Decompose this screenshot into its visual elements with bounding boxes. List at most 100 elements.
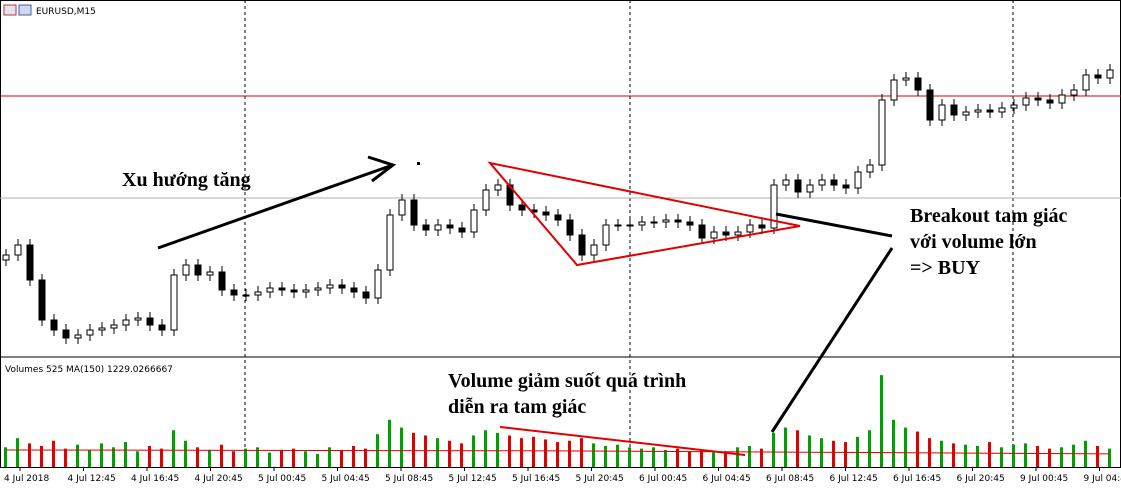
volume-bar [1060,447,1063,467]
frame [0,0,1121,468]
candle-body [746,224,754,233]
candle-body [998,107,1006,113]
volume-bar [292,448,295,467]
volume-bar [64,448,67,467]
chart-icon [3,4,17,16]
x-tick-label: 5 Jul 12:45 [449,474,497,484]
volume-bar [112,447,115,467]
candle-body [602,224,610,246]
volume-bar [544,439,547,467]
volume-bar [208,449,211,467]
volume-bar [484,430,487,467]
volume-bar [304,451,307,467]
candle-body [962,111,970,116]
candle-body [398,199,406,216]
volume-bar [772,432,775,467]
x-tick-label: 5 Jul 20:45 [576,474,624,484]
volume-bar [532,436,535,467]
candle-body [890,79,898,101]
candle-body [830,179,838,186]
volume-bar [940,440,943,467]
candle-body [302,289,310,293]
candle-body [674,219,682,223]
x-tick-label: 5 Jul 04:45 [322,474,370,484]
x-tick-label: 4 Jul 12:45 [68,474,116,484]
candle-body [590,244,598,256]
volume-bar [700,449,703,467]
x-tick-label: 6 Jul 00:45 [639,474,687,484]
volume-bar [472,435,475,467]
candle-body [926,89,934,121]
candle-body [938,104,946,121]
volume-bar [688,451,691,467]
candle-body [710,231,718,239]
pointer-line [775,212,893,238]
volume-bar [568,440,571,467]
volume-bar [1036,446,1039,467]
candle-body [98,327,106,331]
candle-body [650,221,658,224]
volume-bar [328,447,331,467]
candle-body [410,199,418,226]
candle-body [902,77,910,81]
volume-bar [784,427,787,467]
x-tick-label: 5 Jul 16:45 [512,474,560,484]
x-tick-label: 6 Jul 04:45 [703,474,751,484]
volume-bar [1108,448,1111,467]
candle-body [1106,69,1114,79]
volume-bar [856,436,859,467]
candle-body [914,77,922,91]
candle-body [326,284,334,289]
x-tick-label: 9 Jul 04:45 [1084,474,1121,484]
volume-bar [604,446,607,467]
volume-bar [172,430,175,467]
candle-body [614,224,622,227]
candle-body [722,231,730,236]
candle-body [734,231,742,236]
candle-body [542,211,550,216]
volume-bar [616,444,619,467]
candle-body [338,284,346,289]
volume-bar [1072,444,1075,467]
annotation: Xu hướng tăng [122,169,251,191]
candle-body [1022,97,1030,106]
candle-body [758,224,766,229]
candle-body [38,279,46,321]
candle-body [362,291,370,299]
candle-body [350,287,358,293]
volume-bar [724,451,727,467]
candle-body [770,184,778,229]
volume-bar [280,449,283,467]
candle-body [794,179,802,193]
candle-body [806,184,814,193]
candle-body [314,287,322,291]
volume-bar [424,435,427,467]
volume-bar [844,442,847,467]
x-tick-label: 5 Jul 08:45 [385,474,433,484]
x-tick-label: 6 Jul 20:45 [957,474,1005,484]
volume-bar [196,447,199,467]
candle-body [638,221,646,226]
candle-body [782,179,790,186]
volume-bar [268,452,271,467]
candle-body [1082,74,1090,91]
volume-bar [448,440,451,467]
volume-bar [400,427,403,467]
candle-body [950,104,958,116]
candle-body [626,224,634,227]
volume-bar [16,438,19,467]
volume-bar [160,448,163,467]
candle-body [1094,74,1102,79]
candle-body [1034,97,1042,101]
candle-body [374,269,382,299]
volume-bar [52,440,55,467]
candle-body [578,234,586,256]
volume-bar [796,430,799,467]
trend-arrow [157,164,391,250]
x-tick-label: 4 Jul 16:45 [131,474,179,484]
volume-bar [868,430,871,467]
annotation: Breakout tam giác [910,205,1068,227]
candle-body [1070,89,1078,96]
candle-body [566,219,574,236]
